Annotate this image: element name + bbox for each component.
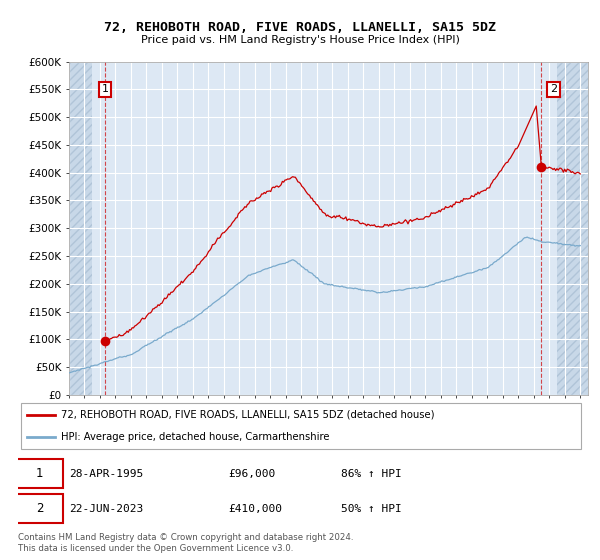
Text: £96,000: £96,000 (228, 469, 275, 479)
Text: 50% ↑ HPI: 50% ↑ HPI (341, 504, 402, 514)
Text: 28-APR-1995: 28-APR-1995 (69, 469, 143, 479)
Text: 2: 2 (36, 502, 43, 515)
FancyBboxPatch shape (15, 459, 64, 488)
Bar (557, 62, 588, 395)
Text: 2: 2 (550, 85, 557, 95)
Text: 1: 1 (36, 468, 43, 480)
Text: 72, REHOBOTH ROAD, FIVE ROADS, LLANELLI, SA15 5DZ: 72, REHOBOTH ROAD, FIVE ROADS, LLANELLI,… (104, 21, 496, 34)
Text: 22-JUN-2023: 22-JUN-2023 (69, 504, 143, 514)
Bar (69, 62, 92, 395)
Text: Contains HM Land Registry data © Crown copyright and database right 2024.
This d: Contains HM Land Registry data © Crown c… (18, 533, 353, 553)
Text: £410,000: £410,000 (228, 504, 282, 514)
Text: Price paid vs. HM Land Registry's House Price Index (HPI): Price paid vs. HM Land Registry's House … (140, 35, 460, 45)
Text: 1: 1 (101, 85, 109, 95)
FancyBboxPatch shape (21, 404, 581, 449)
Text: HPI: Average price, detached house, Carmarthenshire: HPI: Average price, detached house, Carm… (61, 432, 329, 442)
Text: 86% ↑ HPI: 86% ↑ HPI (341, 469, 402, 479)
FancyBboxPatch shape (15, 494, 64, 524)
Text: 72, REHOBOTH ROAD, FIVE ROADS, LLANELLI, SA15 5DZ (detached house): 72, REHOBOTH ROAD, FIVE ROADS, LLANELLI,… (61, 410, 434, 420)
